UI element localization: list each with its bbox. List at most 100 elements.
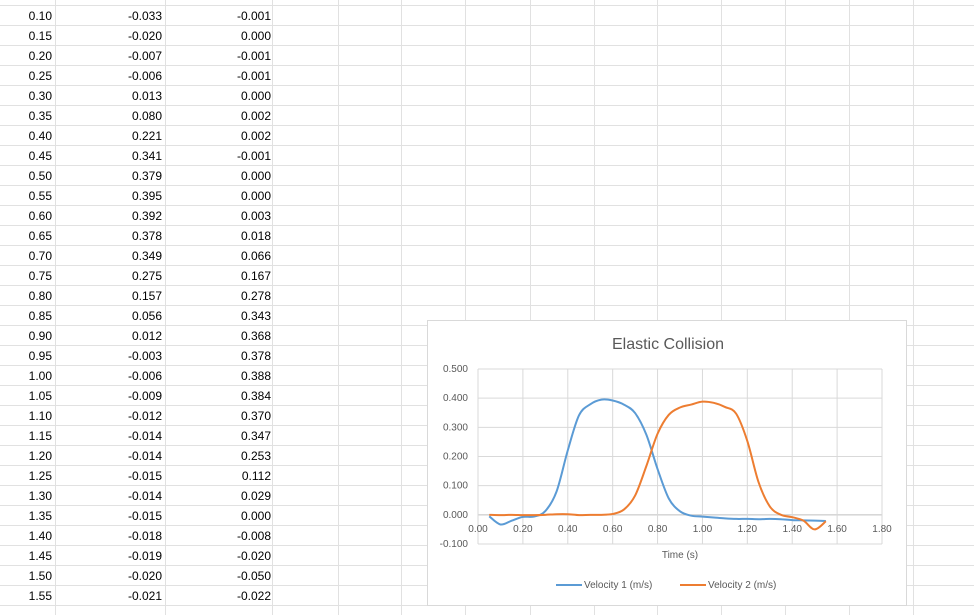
cell-velocity-2[interactable]: 0.002: [240, 109, 271, 123]
cell-velocity-1[interactable]: 0.056: [131, 309, 162, 323]
cell-velocity-1[interactable]: -0.003: [127, 349, 162, 363]
cell-velocity-2[interactable]: 0.347: [240, 429, 271, 443]
cell-velocity-1[interactable]: 0.012: [131, 329, 162, 343]
cell-velocity-1[interactable]: -0.021: [127, 589, 162, 603]
cell-velocity-2[interactable]: -0.050: [236, 569, 271, 583]
cell-time[interactable]: 1.05: [28, 389, 52, 403]
cell-velocity-1[interactable]: -0.009: [127, 389, 162, 403]
cell-time[interactable]: 0.20: [28, 49, 52, 63]
cell-time[interactable]: 0.55: [28, 189, 52, 203]
cell-velocity-2[interactable]: -0.001: [236, 149, 271, 163]
cell-velocity-2[interactable]: 0.000: [240, 509, 271, 523]
cell-time[interactable]: 0.95: [28, 349, 52, 363]
cell-time[interactable]: 1.30: [28, 489, 52, 503]
cell-velocity-1[interactable]: -0.033: [127, 9, 162, 23]
cell-velocity-1[interactable]: -0.015: [127, 469, 162, 483]
cell-velocity-1[interactable]: 0.379: [131, 169, 162, 183]
cell-time[interactable]: 1.40: [28, 529, 52, 543]
cell-time[interactable]: 1.20: [28, 449, 52, 463]
cell-velocity-1[interactable]: -0.018: [127, 529, 162, 543]
cell-velocity-1[interactable]: 0.349: [131, 249, 162, 263]
cell-velocity-2[interactable]: 0.112: [241, 469, 271, 483]
cell-velocity-2[interactable]: 0.167: [240, 269, 271, 283]
cell-time[interactable]: 0.45: [28, 149, 52, 163]
cell-velocity-1[interactable]: 0.378: [131, 229, 162, 243]
cell-velocity-2[interactable]: 0.066: [240, 249, 271, 263]
cell-time[interactable]: 0.65: [28, 229, 52, 243]
cell-velocity-2[interactable]: -0.001: [236, 49, 271, 63]
table-row: 0.80 0.157 0.278: [0, 286, 974, 306]
x-tick-label: 1.20: [738, 524, 758, 535]
cell-time[interactable]: 1.25: [28, 469, 52, 483]
cell-velocity-2[interactable]: 0.378: [240, 349, 271, 363]
cell-time[interactable]: 0.80: [28, 289, 52, 303]
cell-velocity-2[interactable]: 0.000: [240, 29, 271, 43]
cell-time[interactable]: 1.15: [28, 429, 52, 443]
table-row: 0.55 0.395 0.000: [0, 186, 974, 206]
cell-velocity-1[interactable]: -0.020: [127, 569, 162, 583]
cell-velocity-1[interactable]: -0.012: [127, 409, 162, 423]
cell-time[interactable]: 0.75: [28, 269, 52, 283]
cell-time[interactable]: 1.10: [28, 409, 52, 423]
cell-velocity-2[interactable]: 0.278: [240, 289, 271, 303]
cell-velocity-1[interactable]: 0.392: [131, 209, 162, 223]
cell-velocity-1[interactable]: -0.019: [127, 549, 162, 563]
cell-time[interactable]: 0.15: [28, 29, 52, 43]
cell-velocity-2[interactable]: 0.018: [240, 229, 271, 243]
cell-velocity-1[interactable]: 0.013: [131, 89, 162, 103]
cell-time[interactable]: 1.55: [28, 589, 52, 603]
cell-velocity-1[interactable]: 0.341: [131, 149, 162, 163]
cell-velocity-2[interactable]: -0.022: [236, 589, 271, 603]
cell-velocity-2[interactable]: -0.020: [236, 549, 271, 563]
cell-velocity-2[interactable]: -0.001: [236, 69, 271, 83]
cell-velocity-1[interactable]: -0.014: [127, 449, 162, 463]
cell-time[interactable]: 1.00: [28, 369, 52, 383]
cell-time[interactable]: 0.40: [28, 129, 52, 143]
cell-time[interactable]: 1.50: [28, 569, 52, 583]
cell-velocity-1[interactable]: 0.221: [131, 129, 162, 143]
cell-time[interactable]: 0.25: [28, 69, 52, 83]
cell-velocity-2[interactable]: 0.029: [240, 489, 271, 503]
cell-velocity-1[interactable]: 0.157: [131, 289, 162, 303]
cell-time[interactable]: 0.85: [28, 309, 52, 323]
cell-time[interactable]: 0.60: [28, 209, 52, 223]
cell-velocity-2[interactable]: 0.388: [240, 369, 271, 383]
cell-time[interactable]: 0.70: [28, 249, 52, 263]
cell-velocity-2[interactable]: 0.368: [240, 329, 271, 343]
cell-velocity-2[interactable]: 0.000: [240, 169, 271, 183]
cell-velocity-2[interactable]: -0.008: [236, 529, 271, 543]
table-row: 0.25 -0.006 -0.001: [0, 66, 974, 86]
table-row: 0.85 0.056 0.343: [0, 306, 974, 326]
cell-velocity-2[interactable]: 0.343: [240, 309, 271, 323]
cell-velocity-1[interactable]: 0.080: [131, 109, 162, 123]
cell-velocity-2[interactable]: 0.000: [240, 89, 271, 103]
cell-velocity-1[interactable]: -0.020: [127, 29, 162, 43]
table-row: 1.55 -0.021 -0.022: [0, 586, 974, 606]
cell-velocity-2[interactable]: -0.001: [236, 9, 271, 23]
cell-velocity-2[interactable]: 0.003: [240, 209, 271, 223]
chart-elastic-collision[interactable]: Elastic Collision -0.100 0.000 0.100 0.200 0.…: [427, 320, 907, 606]
cell-velocity-2[interactable]: 0.000: [240, 189, 271, 203]
cell-velocity-1[interactable]: -0.006: [127, 69, 162, 83]
cell-time[interactable]: 0.30: [28, 89, 52, 103]
cell-time[interactable]: 0.50: [28, 169, 52, 183]
cell-velocity-2[interactable]: 0.384: [240, 389, 271, 403]
series-line-velocity-1: [488, 398, 826, 526]
y-tick-label: 0.100: [443, 481, 468, 492]
cell-velocity-1[interactable]: -0.007: [127, 49, 162, 63]
cell-time[interactable]: 1.45: [28, 549, 52, 563]
cell-velocity-1[interactable]: 0.395: [131, 189, 162, 203]
cell-time[interactable]: 0.90: [28, 329, 52, 343]
cell-time[interactable]: 1.35: [28, 509, 52, 523]
cell-velocity-1[interactable]: -0.014: [127, 429, 162, 443]
cell-velocity-2[interactable]: 0.253: [240, 449, 271, 463]
cell-velocity-1[interactable]: 0.275: [131, 269, 162, 283]
legend-label-velocity-2: Velocity 2 (m/s): [708, 580, 776, 591]
cell-time[interactable]: 0.10: [28, 9, 52, 23]
cell-velocity-1[interactable]: -0.006: [127, 369, 162, 383]
cell-velocity-1[interactable]: -0.014: [127, 489, 162, 503]
cell-velocity-1[interactable]: -0.015: [127, 509, 162, 523]
cell-velocity-2[interactable]: 0.370: [240, 409, 271, 423]
cell-velocity-2[interactable]: 0.002: [240, 129, 271, 143]
cell-time[interactable]: 0.35: [28, 109, 52, 123]
